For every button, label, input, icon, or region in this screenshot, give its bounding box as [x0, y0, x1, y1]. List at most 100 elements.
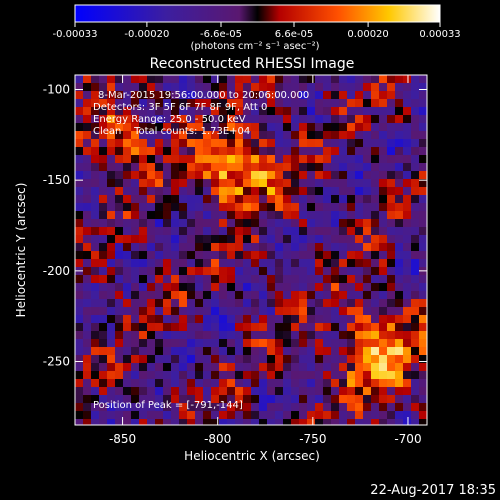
heatmap-cell — [115, 387, 123, 395]
heatmap-cell — [227, 307, 235, 315]
heatmap-cell — [307, 243, 315, 251]
heatmap-cell — [283, 411, 291, 419]
heatmap-cell — [187, 123, 195, 131]
heatmap-cell — [339, 379, 347, 387]
heatmap-cell — [251, 299, 259, 307]
heatmap-cell — [211, 283, 219, 291]
heatmap-cell — [379, 347, 387, 355]
heatmap-cell — [307, 139, 315, 147]
heatmap-cell — [235, 131, 243, 139]
heatmap-cell — [307, 155, 315, 163]
heatmap-cell — [307, 291, 315, 299]
heatmap-cell — [323, 363, 331, 371]
heatmap-cell — [307, 339, 315, 347]
heatmap-cell — [187, 307, 195, 315]
heatmap-cell — [235, 347, 243, 355]
heatmap-cell — [179, 171, 187, 179]
heatmap-cell — [291, 283, 299, 291]
heatmap-cell — [227, 323, 235, 331]
heatmap-cell — [99, 339, 107, 347]
heatmap-cell — [91, 163, 99, 171]
heatmap-cell — [251, 379, 259, 387]
heatmap-cell — [371, 411, 379, 419]
heatmap-cell — [355, 283, 363, 291]
heatmap-cell — [115, 323, 123, 331]
heatmap-cell — [75, 171, 83, 179]
heatmap-cell — [283, 115, 291, 123]
heatmap-cell — [331, 147, 339, 155]
heatmap-cell — [355, 99, 363, 107]
heatmap-cell — [75, 115, 83, 123]
heatmap-cell — [403, 291, 411, 299]
heatmap-cell — [99, 379, 107, 387]
heatmap-cell — [115, 331, 123, 339]
heatmap-cell — [155, 107, 163, 115]
heatmap-cell — [155, 363, 163, 371]
heatmap-cell — [403, 315, 411, 323]
heatmap-cell — [267, 259, 275, 267]
heatmap-cell — [283, 123, 291, 131]
heatmap-cell — [331, 307, 339, 315]
heatmap-cell — [267, 315, 275, 323]
heatmap-cell — [243, 315, 251, 323]
heatmap-cell — [163, 379, 171, 387]
heatmap-cell — [235, 179, 243, 187]
heatmap-cell — [315, 203, 323, 211]
heatmap-cell — [187, 155, 195, 163]
y-tick-label: -150 — [43, 173, 70, 187]
heatmap-cell — [75, 363, 83, 371]
heatmap-cell — [267, 203, 275, 211]
heatmap-cell — [147, 195, 155, 203]
heatmap-cell — [139, 75, 147, 83]
heatmap-cell — [259, 187, 267, 195]
heatmap-cell — [299, 371, 307, 379]
heatmap-cell — [387, 163, 395, 171]
heatmap-cell — [395, 419, 403, 425]
heatmap-cell — [267, 115, 275, 123]
heatmap-cell — [275, 355, 283, 363]
heatmap-cell — [347, 99, 355, 107]
heatmap-cell — [307, 203, 315, 211]
heatmap-cell — [91, 291, 99, 299]
heatmap-cell — [115, 307, 123, 315]
heatmap-cell — [347, 291, 355, 299]
heatmap-cell — [299, 211, 307, 219]
heatmap-cell — [283, 243, 291, 251]
heatmap-cell — [219, 323, 227, 331]
heatmap-cell — [363, 403, 371, 411]
heatmap-cell — [259, 403, 267, 411]
heatmap-cell — [219, 331, 227, 339]
heatmap-cell — [363, 363, 371, 371]
heatmap-cell — [211, 243, 219, 251]
heatmap-cell — [371, 155, 379, 163]
heatmap-cell — [187, 99, 195, 107]
heatmap-cell — [123, 219, 131, 227]
heatmap-cell — [155, 195, 163, 203]
heatmap-cell — [203, 379, 211, 387]
heatmap-cell — [291, 163, 299, 171]
heatmap-cell — [299, 331, 307, 339]
heatmap-cell — [339, 187, 347, 195]
heatmap-cell — [371, 131, 379, 139]
heatmap-cell — [379, 355, 387, 363]
heatmap-cell — [259, 347, 267, 355]
heatmap-cell — [331, 259, 339, 267]
heatmap-cell — [259, 379, 267, 387]
heatmap-cell — [219, 99, 227, 107]
heatmap-cell — [395, 163, 403, 171]
heatmap-cell — [99, 315, 107, 323]
chart-title: Reconstructed RHESSI Image — [150, 56, 355, 72]
heatmap-cell — [91, 211, 99, 219]
heatmap-cell — [283, 107, 291, 115]
heatmap-cell — [195, 187, 203, 195]
heatmap-cell — [251, 75, 259, 83]
heatmap-cell — [299, 163, 307, 171]
heatmap-cell — [291, 75, 299, 83]
heatmap-cell — [419, 99, 427, 107]
heatmap-cell — [251, 363, 259, 371]
heatmap-cell — [363, 243, 371, 251]
heatmap-cell — [99, 99, 107, 107]
heatmap-cell — [307, 419, 315, 425]
heatmap-cell — [347, 339, 355, 347]
heatmap-cell — [203, 219, 211, 227]
